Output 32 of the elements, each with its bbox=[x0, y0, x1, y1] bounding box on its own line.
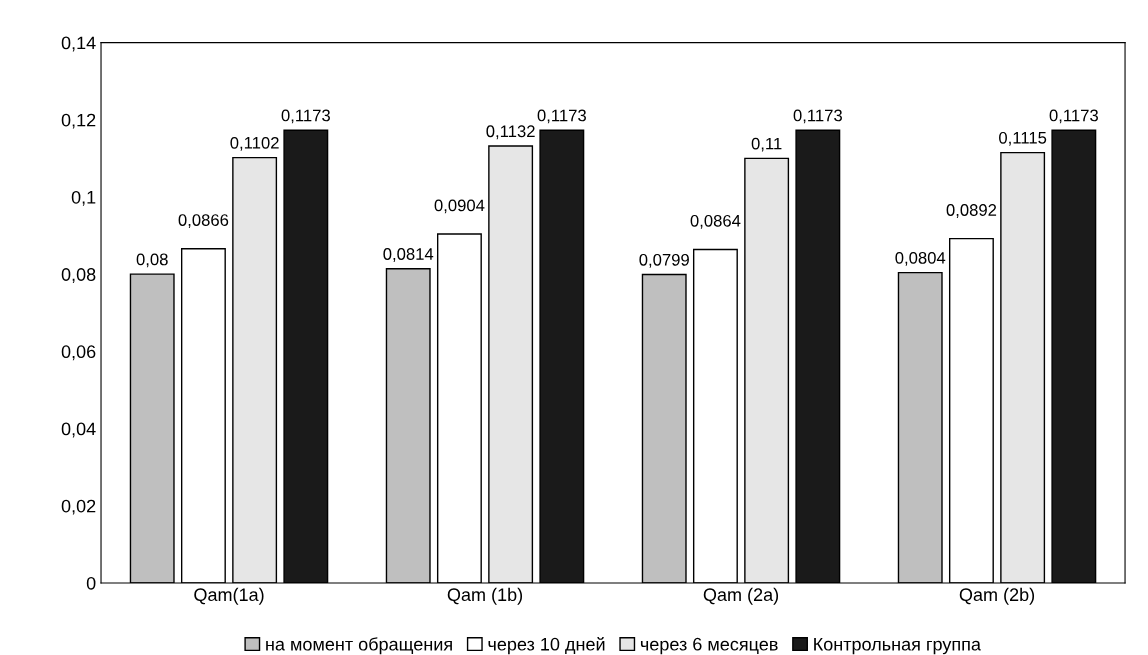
data-label: 0,1173 bbox=[793, 109, 842, 124]
data-label: 0,1173 bbox=[1049, 109, 1098, 124]
x-tick-label: Qam (2a) bbox=[703, 587, 779, 605]
y-tick-label: 0,14 bbox=[61, 36, 96, 52]
y-tick-label: 0,12 bbox=[61, 113, 96, 129]
data-label: 0,1102 bbox=[230, 136, 279, 151]
x-tick-label: Qam (1b) bbox=[447, 587, 523, 605]
data-label: 0,0814 bbox=[383, 248, 434, 262]
legend-label: Контрольная группа bbox=[814, 638, 981, 655]
data-label: 0,0799 bbox=[639, 253, 689, 268]
legend-label: через 10 дней bbox=[488, 637, 605, 655]
y-tick-label: 0,08 bbox=[61, 268, 96, 284]
data-label: 0,08 bbox=[136, 253, 168, 268]
data-label: 0,1115 bbox=[999, 131, 1047, 146]
y-tick-label: 0,06 bbox=[61, 345, 96, 361]
legend-label: через 6 месяцев bbox=[640, 637, 778, 655]
legend-label: на момент обращения bbox=[266, 637, 452, 655]
y-tick-label: 0 bbox=[86, 576, 96, 590]
y-tick-label: 0,1 bbox=[71, 190, 96, 206]
data-label: 0,1173 bbox=[537, 109, 586, 124]
y-tick-label: 0,02 bbox=[61, 499, 96, 515]
data-label: 0,1132 bbox=[486, 125, 535, 140]
data-label: 0,0864 bbox=[690, 214, 741, 229]
x-tick-label: Qam (2b) bbox=[959, 587, 1035, 605]
data-label: 0,0892 bbox=[946, 204, 997, 218]
data-label: 0,0866 bbox=[178, 214, 229, 228]
x-tick-label: Qam(1a) bbox=[194, 587, 264, 605]
data-label: 0,1173 bbox=[281, 109, 330, 124]
data-label: 0,0904 bbox=[434, 199, 485, 214]
data-label: 0,0804 bbox=[895, 251, 946, 266]
data-label: 0,11 bbox=[751, 137, 782, 152]
y-tick-label: 0,04 bbox=[61, 422, 96, 438]
